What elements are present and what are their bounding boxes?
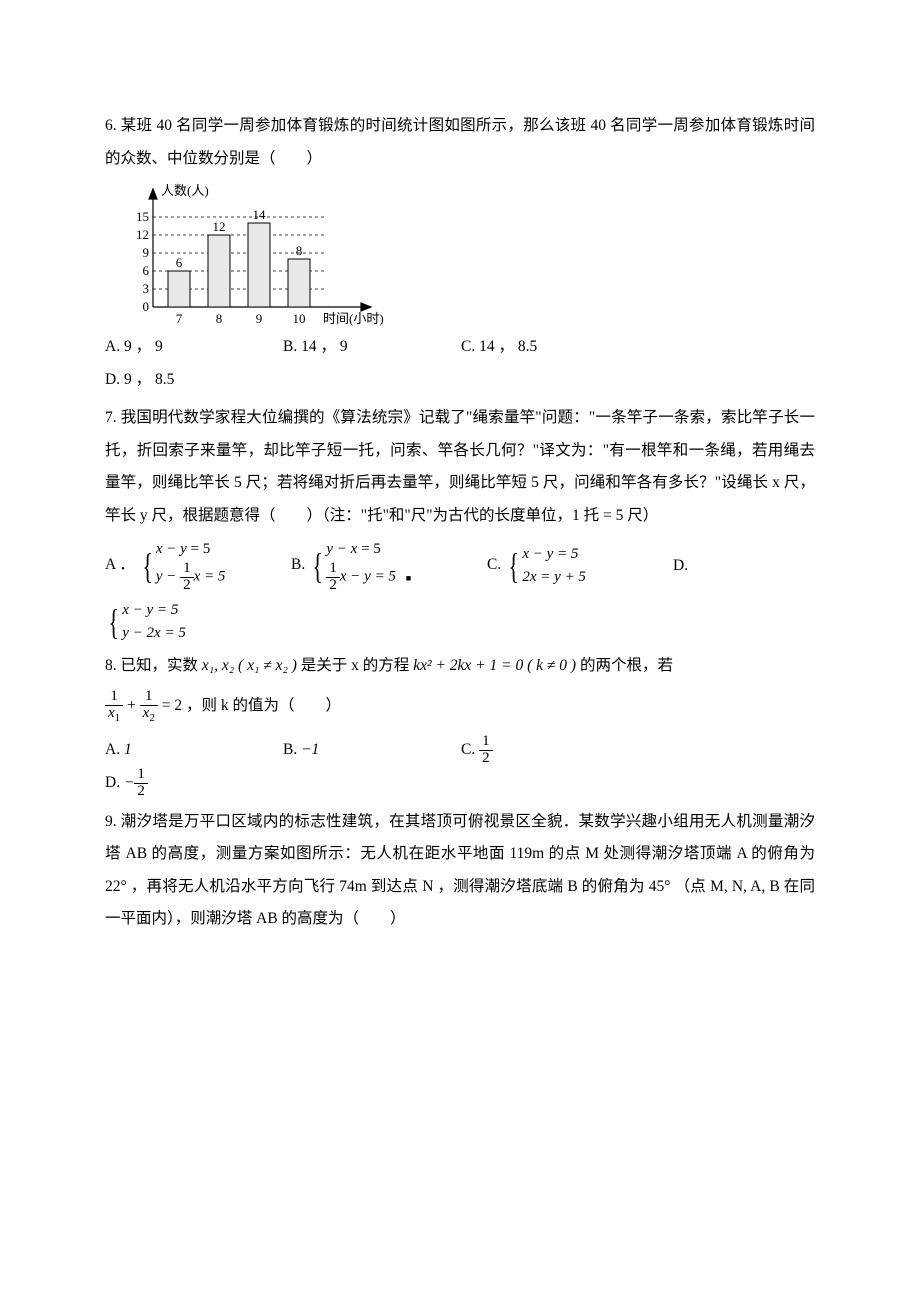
barlabel-2: 14 (253, 207, 267, 222)
q6-opt-c: C. 14 ， 8.5 (461, 331, 639, 364)
q7-options-row1: A ． { x − y = 5 y − 12x = 5 B. { (105, 538, 815, 593)
q8a-l: A. (105, 741, 120, 758)
ytick-0: 0 (143, 299, 150, 314)
q8-opt-b: B. −1 (283, 734, 461, 767)
q8c-d: 2 (479, 750, 493, 767)
ytick-3: 9 (143, 245, 150, 260)
q7c-eq2: 2x = y + 5 (522, 566, 586, 589)
ytick-4: 12 (136, 227, 149, 242)
q8-f2s: 2 (149, 712, 155, 724)
q8-x1x2: x₁, x₂ ( x₁ ≠ x₂ ) (202, 657, 297, 674)
q8-eq2: = 2 ，则 k 的值为（ ） (162, 697, 341, 714)
q7b-fd: 2 (326, 577, 340, 594)
ytick-5: 15 (136, 209, 149, 224)
xcat-1: 8 (216, 311, 223, 326)
q8d-pre: − (124, 774, 134, 791)
q9-text: 9. 潮汐塔是万平口区域内的标志性建筑，在其塔顶可俯视景区全貌．某数学兴趣小组用… (105, 806, 815, 936)
q7b-eq1l: y − x (326, 541, 357, 557)
q7-text: 7. 我国明代数学家程大位编撰的《算法统宗》记载了"绳索量竿"问题："一条竿子一… (105, 402, 815, 532)
q8b-v: −1 (301, 741, 319, 758)
q8c-l: C. (461, 741, 475, 758)
bar-chart-svg: 0 3 6 9 12 15 (105, 179, 395, 329)
q6-chart: 0 3 6 9 12 15 (105, 179, 815, 329)
q7-b-label: B. (291, 556, 305, 573)
q7a-eq2post: x = 5 (194, 569, 226, 585)
q7-opt-b: B. { y − x = 5 12x − y = 5 ■ (291, 538, 487, 593)
q7-opt-a: A ． { x − y = 5 y − 12x = 5 (105, 538, 291, 593)
q8-mid2: 的两个根，若 (576, 657, 673, 674)
q8-plus: + (127, 697, 140, 714)
ytick-1: 3 (143, 281, 150, 296)
q6-options: A. 9 ， 9 B. 14 ， 9 C. 14 ， 8.5 D. 9 ， 8.… (105, 331, 815, 396)
q7a-eq2pre: y − (156, 569, 180, 585)
q6-text: 6. 某班 40 名同学一周参加体育锻炼的时间统计图如图所示，那么该班 40 名… (105, 110, 815, 175)
q6-opt-d: D. 9 ， 8.5 (105, 364, 283, 397)
q7-d-label: D. (673, 557, 688, 574)
q8c-n: 1 (479, 734, 493, 750)
q7b-eq1r: 5 (373, 541, 381, 557)
ytick-2: 6 (143, 263, 150, 278)
question-9: 9. 潮汐塔是万平口区域内的标志性建筑，在其塔顶可俯视景区全貌．某数学兴趣小组用… (105, 806, 815, 936)
q8-eqn: kx² + 2kx + 1 = 0 ( k ≠ 0 ) (413, 657, 576, 674)
q7a-fn: 1 (180, 561, 194, 577)
x-axis-label: 时间(小时) (323, 311, 384, 326)
xcat-3: 10 (293, 311, 306, 326)
q8-pre: 8. 已知，实数 (105, 657, 202, 674)
barlabel-0: 6 (176, 255, 183, 270)
q8-f2n: 1 (140, 689, 158, 705)
q7-a-label: A ． (105, 556, 135, 573)
q8d-d: 2 (134, 783, 148, 800)
q8-line2: 1x1 + 1x2 = 2 ，则 k 的值为（ ） (105, 689, 815, 724)
q6-opt-a: A. 9 ， 9 (105, 331, 283, 364)
q8-line1: 8. 已知，实数 x₁, x₂ ( x₁ ≠ x₂ ) 是关于 x 的方程 kx… (105, 650, 815, 683)
question-7: 7. 我国明代数学家程大位编撰的《算法统宗》记载了"绳索量竿"问题："一条竿子一… (105, 402, 815, 644)
question-6: 6. 某班 40 名同学一周参加体育锻炼的时间统计图如图所示，那么该班 40 名… (105, 110, 815, 396)
q8-opt-c: C. 12 (461, 734, 639, 767)
q7a-eq1l: x − y (156, 541, 187, 557)
q8-opt-a: A. 1 (105, 734, 283, 767)
exam-page: 6. 某班 40 名同学一周参加体育锻炼的时间统计图如图所示，那么该班 40 名… (0, 0, 920, 1302)
q8a-v: 1 (124, 741, 132, 758)
barlabel-1: 12 (213, 219, 226, 234)
q8d-l: D. (105, 774, 120, 791)
q8-f1n: 1 (105, 689, 123, 705)
q8d-n: 1 (134, 767, 148, 783)
q7-opt-d-sys: { x − y = 5 y − 2x = 5 (105, 599, 815, 644)
q8-f1d: x (108, 705, 115, 721)
q8-options: A. 1 B. −1 C. 12 D. −12 (105, 734, 815, 799)
q7-opt-d-label: D. (673, 550, 713, 583)
y-axis-label: 人数(人) (161, 183, 209, 198)
q7-c-label: C. (487, 556, 501, 573)
q6-opt-b: B. 14 ， 9 (283, 331, 461, 364)
q7b-dot: ■ (406, 573, 411, 583)
q8-mid1: 是关于 x 的方程 (297, 657, 413, 674)
question-8: 8. 已知，实数 x₁, x₂ ( x₁ ≠ x₂ ) 是关于 x 的方程 kx… (105, 650, 815, 799)
q8b-l: B. (283, 741, 297, 758)
q7a-eq1r: 5 (203, 541, 211, 557)
q7d-eq1: x − y = 5 (122, 599, 186, 622)
q8-opt-d: D. −12 (105, 767, 283, 800)
barlabel-3: 8 (296, 243, 303, 258)
q7b-fn: 1 (326, 561, 340, 577)
q7c-eq1: x − y = 5 (522, 543, 586, 566)
xcat-0: 7 (176, 311, 183, 326)
q7a-fd: 2 (180, 577, 194, 594)
xcat-2: 9 (256, 311, 263, 326)
q8-f1s: 1 (115, 712, 121, 724)
q7-opt-c: C. { x − y = 5 2x = y + 5 (487, 543, 673, 588)
q7d-eq2: y − 2x = 5 (122, 622, 186, 645)
q7b-eq2post: x − y = 5 (340, 569, 396, 585)
